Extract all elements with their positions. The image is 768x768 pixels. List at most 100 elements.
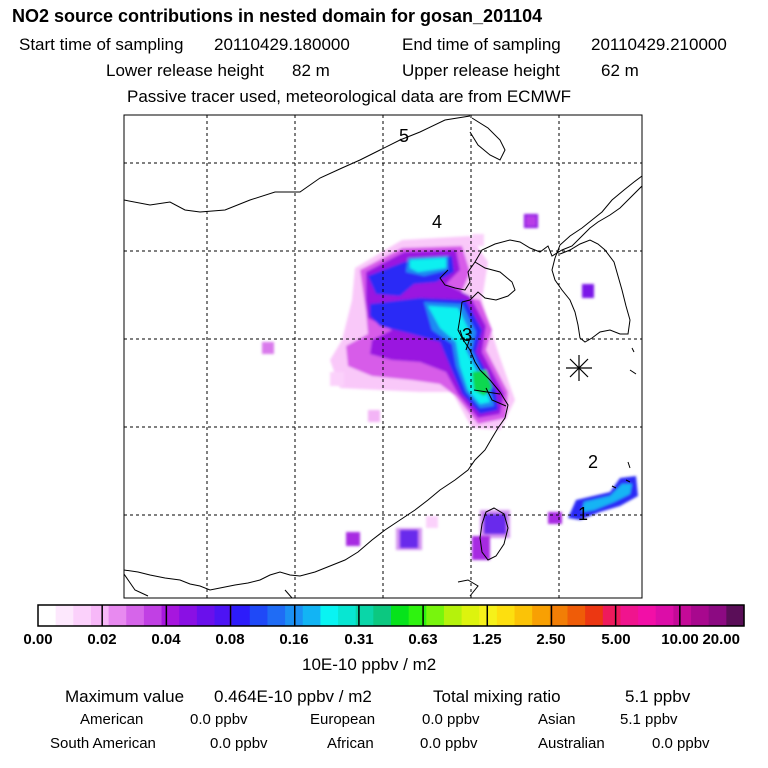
colorbar-swatch [567, 605, 586, 626]
page-title: NO2 source contributions in nested domai… [12, 6, 543, 26]
colorbar-swatch [320, 605, 339, 626]
colorbar-swatch [585, 605, 604, 626]
colorbar-label: 0.04 [151, 631, 181, 648]
colorbar-label: 1.25 [472, 631, 502, 648]
colorbar-swatch [620, 605, 639, 626]
colorbar-swatch [549, 605, 569, 626]
upper-height-label: Upper release height [402, 61, 560, 80]
colorbar-swatch [461, 605, 480, 626]
patch-small-3 [330, 372, 344, 386]
start-time-value: 20110429.180000 [214, 35, 350, 54]
colorbar-label: 0.02 [87, 631, 117, 648]
colorbar-swatch [90, 605, 110, 626]
colorbar-swatch [179, 605, 198, 626]
colorbar-swatch [691, 605, 710, 626]
colorbar-label: 20.00 [702, 631, 741, 648]
colorbar-swatch [479, 605, 498, 626]
coastlines [124, 115, 642, 598]
region-label-5: 5 [399, 126, 409, 146]
colorbar-swatch [373, 605, 392, 626]
region-value: 0.0 ppbv [422, 711, 480, 728]
colorbar-swatch [38, 605, 57, 626]
colorbar-swatch [408, 605, 427, 626]
colorbar-swatch [655, 605, 674, 626]
max-value: 0.464E-10 ppbv / m2 [214, 687, 372, 706]
region-label-4: 4 [432, 212, 442, 232]
region-name: African [327, 735, 374, 752]
colorbar-swatch [355, 605, 374, 626]
colorbar-ticks [101, 605, 681, 626]
colorbar-swatch [602, 605, 622, 626]
end-time-label: End time of sampling [402, 35, 561, 54]
colorbar-label: 2.50 [536, 631, 566, 648]
colorbar-swatch [726, 605, 745, 626]
region-name: Asian [538, 711, 576, 728]
patch-small-5 [426, 516, 438, 528]
colorbar-label: 0.16 [279, 631, 309, 648]
colorbar-swatch [708, 605, 727, 626]
region-name: European [310, 711, 376, 728]
colorbar-label: 10.00 [661, 631, 699, 648]
colorbar-swatch [232, 605, 251, 626]
patch-taiwan-halo [480, 510, 510, 538]
colorbar-swatch [249, 605, 269, 626]
region-name: American [80, 711, 144, 728]
colorbar-swatch [161, 605, 180, 626]
colorbar-label: 0.63 [408, 631, 438, 648]
region-value: 0.0 ppbv [190, 711, 248, 728]
lat-lon-grid [124, 115, 642, 598]
colorbar-swatch [338, 605, 357, 626]
colorbar-swatch [267, 605, 286, 626]
region-name: Australian [538, 735, 605, 752]
total-mixing-label: Total mixing ratio [433, 687, 561, 706]
region-label-2: 2 [588, 452, 598, 472]
region-value: 0.0 ppbv [420, 735, 478, 752]
colorbar-label: 5.00 [601, 631, 631, 648]
map-frame [123, 114, 643, 599]
model-note: Passive tracer used, meteorological data… [127, 87, 572, 106]
colorbar-swatch [143, 605, 163, 626]
colorbar-swatch [391, 605, 410, 626]
patch-south-2-halo [396, 528, 422, 550]
colorbar-frame [37, 604, 745, 627]
region-label-1: 1 [578, 504, 588, 524]
end-time-value: 20110429.210000 [591, 35, 727, 54]
colorbar-swatch [108, 605, 127, 626]
colorbar-swatch [673, 605, 692, 626]
colorbar [38, 605, 745, 626]
region-value: 0.0 ppbv [210, 735, 268, 752]
colorbar-swatch [514, 605, 533, 626]
upper-height-value: 62 m [601, 61, 639, 80]
asterisk-icon [566, 355, 592, 381]
colorbar-swatch [196, 605, 216, 626]
colorbar-swatch [638, 605, 657, 626]
colorbar-swatch [496, 605, 516, 626]
colorbar-swatch [214, 605, 233, 626]
lower-height-label: Lower release height [106, 61, 264, 80]
colorbar-unit: 10E-10 ppbv / m2 [302, 655, 437, 674]
region-value: 0.0 ppbv [652, 735, 710, 752]
patch-korea-north-inner [526, 216, 536, 226]
patch-south-1 [346, 532, 360, 546]
colorbar-label: 0.31 [344, 631, 374, 648]
colorbar-swatch [443, 605, 463, 626]
colorbar-swatch [426, 605, 445, 626]
colorbar-swatch [73, 605, 92, 626]
plume-cyan [410, 258, 490, 404]
colorbar-swatch [302, 605, 321, 626]
colorbar-swatch [126, 605, 145, 626]
patch-small-1 [262, 342, 274, 354]
lower-height-value: 82 m [292, 61, 330, 80]
patch-ryukyu-west [548, 512, 562, 524]
colorbar-label: 0.00 [23, 631, 53, 648]
patch-korea-west [582, 284, 594, 298]
max-value-label: Maximum value [65, 687, 185, 706]
patch-small-4 [472, 234, 484, 246]
colorbar-swatch [532, 605, 551, 626]
colorbar-label: 0.08 [215, 631, 245, 648]
region-label-3: 3 [462, 325, 472, 345]
region-name: South American [50, 735, 156, 752]
colorbar-swatch [55, 605, 74, 626]
start-time-label: Start time of sampling [19, 35, 184, 54]
